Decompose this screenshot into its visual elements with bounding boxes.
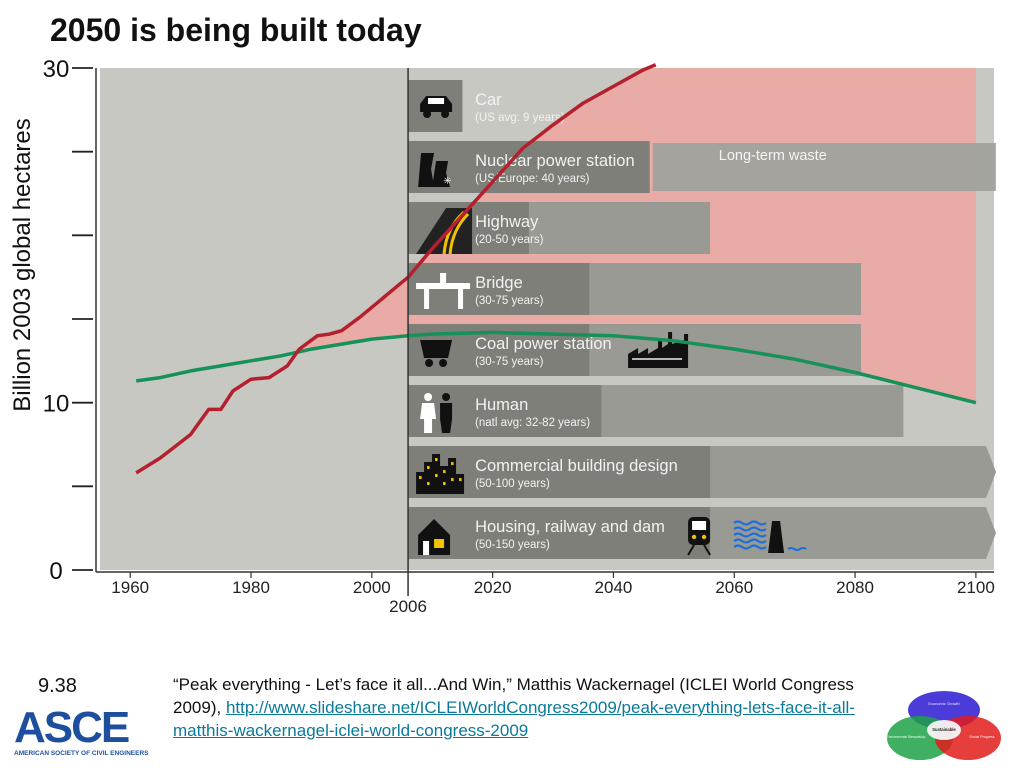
- x-tick-label-1980: 1980: [232, 578, 270, 597]
- footprint-line: [135, 63, 657, 475]
- people-icon: [420, 393, 453, 433]
- page-title: 2050 is being built today: [50, 12, 422, 48]
- y-tick-label-10: 10: [43, 391, 70, 418]
- lifespan-row-nuclear: Long-term waste Nuclear power station (US/…: [408, 141, 996, 193]
- slide-number: 9.38: [38, 675, 77, 697]
- lifespan-sublabel: (natl avg: 32-82 years): [475, 417, 590, 429]
- citation: “Peak everything - Let’s face it all...A…: [173, 673, 888, 742]
- lifespan-label: Car: [475, 91, 502, 109]
- x-tick-label-2080: 2080: [836, 578, 874, 597]
- lifespan-label: Human: [475, 396, 528, 414]
- lifespan-row-commercial: Commercial building design (50-100 years): [408, 446, 996, 498]
- lifespan-label: Coal power station: [475, 335, 612, 353]
- lifespan-sublabel: (30-75 years): [475, 295, 544, 307]
- x-tick-label-2060: 2060: [715, 578, 753, 597]
- city-icon: [416, 454, 465, 494]
- svg-text:✳: ✳: [443, 176, 451, 187]
- coal-plant-icon: [628, 332, 689, 368]
- present-year-label: 2006: [389, 597, 427, 616]
- lifespan-label: Housing, railway and dam: [475, 518, 665, 536]
- x-tick-label-2000: 2000: [353, 578, 391, 597]
- lifespan-row-highway: Highway (20-50 years): [408, 202, 711, 255]
- lifespan-label: Highway: [475, 213, 539, 231]
- y-axis-label: Billion 2003 global hectares: [9, 118, 36, 412]
- lifespan-sublabel: (20-50 years): [475, 234, 544, 246]
- train-icon: [687, 517, 711, 556]
- lifespan-sublabel: (50-100 years): [475, 478, 550, 490]
- asce-logo-mark: ASCE: [14, 703, 130, 752]
- axes: 0 10 30 1960 1980 2000 2020 2040 2060 2080 2100 200…: [43, 56, 995, 616]
- lifespan-sublabel: (30-75 years): [475, 356, 544, 368]
- lifespan-label: Nuclear power station: [475, 152, 635, 170]
- lifespan-min-bar: [408, 507, 711, 559]
- lifespan-sublabel: (US avg: 9 years): [475, 112, 565, 124]
- car-icon: [420, 96, 453, 118]
- lifespan-label: Commercial building design: [475, 457, 678, 475]
- venn-label-sustainable: Sustainable: [932, 727, 956, 732]
- long-term-waste-bar: [652, 143, 996, 191]
- biocapacity-line: [135, 330, 977, 405]
- lifespan-row-car: Car (US avg: 9 years): [408, 80, 565, 132]
- x-tick-label-2040: 2040: [595, 578, 633, 597]
- lifespan-label: Bridge: [475, 274, 523, 292]
- asce-logo: ASCE AMERICAN SOCIETY OF CIVIL ENGINEERS: [14, 703, 149, 762]
- y-tick-label-0: 0: [49, 558, 62, 585]
- venn-label-social: Social Progress: [969, 735, 994, 739]
- lifespan-row-human: Human (natl avg: 32-82 years): [408, 385, 904, 437]
- nuclear-plant-icon: ✳: [418, 153, 451, 187]
- long-term-waste-label: Long-term waste: [719, 148, 827, 164]
- lifespan-sublabel: (US/Europe: 40 years): [475, 173, 590, 185]
- x-tick-label-2100: 2100: [957, 578, 995, 597]
- coal-cart-icon: [420, 332, 689, 368]
- sustainability-venn-diagram: Economic Growth Sustainable Environmenta…: [887, 691, 1001, 760]
- x-tick-label-2020: 2020: [474, 578, 512, 597]
- plot-bottom-fade: [0, 572, 1024, 620]
- citation-text: “Peak everything - Let’s face it all...A…: [173, 675, 854, 717]
- citation-link[interactable]: http://www.slideshare.net/ICLEIWorldCong…: [173, 698, 855, 740]
- y-tick-label-30: 30: [43, 56, 70, 83]
- lifespan-sublabel: (50-150 years): [475, 539, 550, 551]
- lifespan-row-bridge: Bridge (30-75 years): [408, 263, 862, 315]
- asce-logo-subtitle: AMERICAN SOCIETY OF CIVIL ENGINEERS: [14, 750, 149, 757]
- chart: Car (US avg: 9 years) Long-term waste Nucle…: [0, 56, 1024, 620]
- dam-icon: [733, 520, 807, 553]
- house-icon: [418, 517, 807, 556]
- bridge-icon: [416, 273, 471, 309]
- x-tick-label-1960: 1960: [111, 578, 149, 597]
- lifespan-row-housing: Housing, railway and dam (50-150 years): [408, 507, 996, 559]
- venn-label-environmental: Environmental Stewardship: [887, 735, 926, 739]
- venn-label-economic: Economic Growth: [928, 701, 960, 706]
